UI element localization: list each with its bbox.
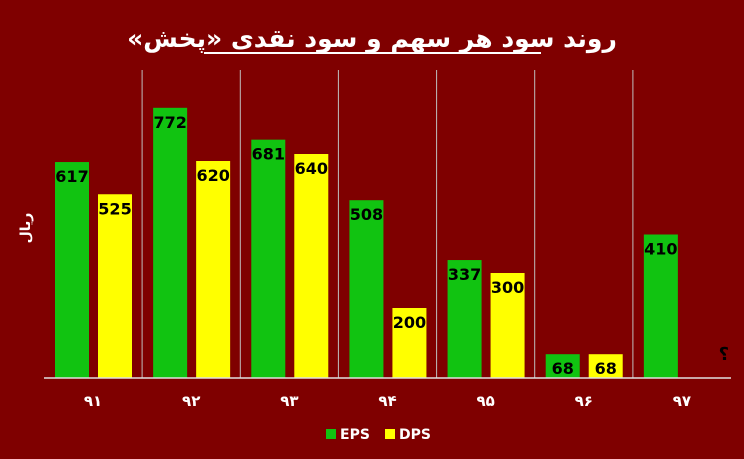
eps-value-label: 772	[153, 113, 186, 132]
dps-bar	[392, 308, 427, 378]
eps-value-label: 337	[448, 265, 481, 284]
dps-legend-label: DPS	[399, 427, 431, 443]
x-tick-label: ۹۱	[84, 392, 102, 410]
dps-value-label: 640	[295, 159, 328, 178]
eps-bar	[349, 200, 384, 378]
dps-bar	[196, 161, 231, 378]
chart-legend: EPS DPS	[326, 427, 431, 443]
eps-value-label: 68	[552, 359, 574, 378]
dps-bar	[98, 194, 132, 378]
x-tick-label: ۹۴	[378, 392, 396, 410]
x-tick-label: ۹۶	[575, 392, 593, 410]
eps-bar	[545, 354, 580, 378]
eps-bar	[55, 162, 89, 378]
y-axis-label: ریال	[18, 213, 34, 244]
dps-legend-swatch	[385, 429, 395, 439]
eps-bar	[251, 139, 286, 378]
chart-title: روند سود هر سهم و سود نقدی «پخش»	[127, 24, 617, 54]
dps-value-label: 200	[393, 313, 426, 332]
x-tick-label: ۹۵	[476, 392, 494, 410]
dps-bar	[490, 273, 525, 378]
dps-value-label: 620	[196, 166, 229, 185]
eps-bar	[153, 107, 188, 379]
eps-value-label: 681	[252, 145, 285, 164]
eps-bar	[643, 234, 678, 378]
eps-value-label: 410	[644, 240, 677, 259]
eps-legend-label: EPS	[340, 427, 370, 443]
missing-value-label: ؟	[719, 344, 729, 365]
eps-value-label: 617	[55, 167, 88, 186]
eps-bar	[447, 260, 482, 378]
x-tick-label: ۹۷	[673, 392, 691, 410]
dps-value-label: 68	[595, 359, 617, 378]
dps-value-label: 300	[491, 278, 524, 297]
eps-legend-swatch	[326, 429, 336, 439]
dps-bar	[588, 354, 623, 378]
x-tick-label: ۹۲	[182, 392, 200, 410]
dps-value-label: 525	[98, 199, 131, 218]
x-tick-label: ۹۳	[280, 392, 298, 410]
dps-bar	[294, 154, 329, 378]
eps-value-label: 508	[350, 205, 383, 224]
